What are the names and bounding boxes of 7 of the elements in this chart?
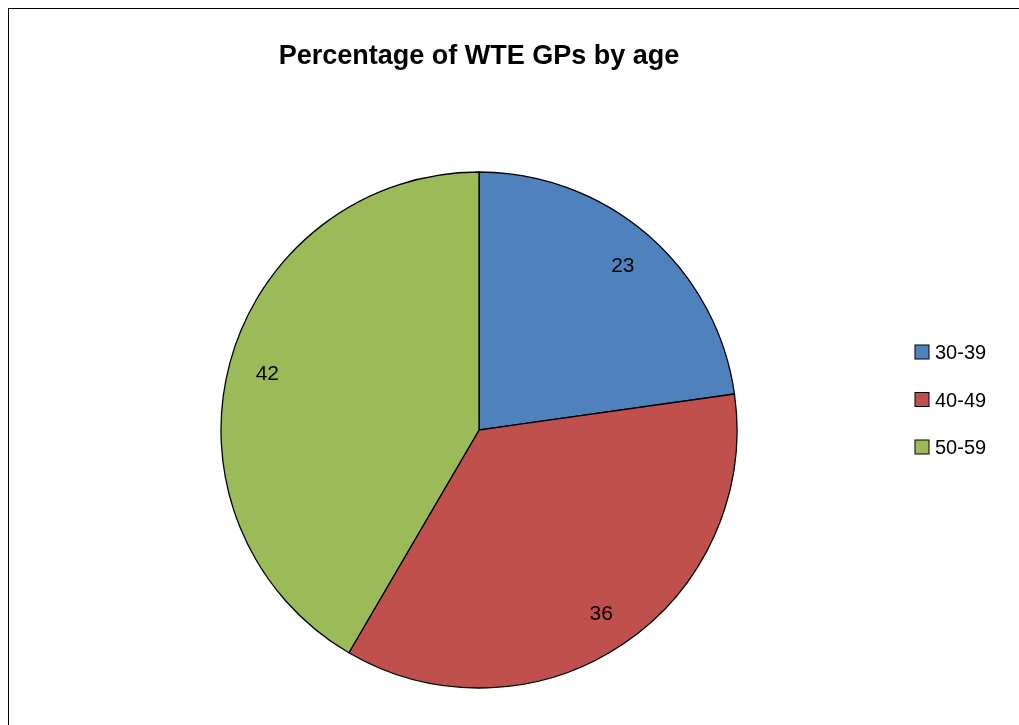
legend-label: 30-39	[935, 341, 987, 363]
data-label: 42	[255, 361, 279, 385]
data-label: 36	[589, 600, 613, 624]
legend-label: 50-59	[935, 436, 987, 458]
legend-label: 40-49	[935, 388, 987, 411]
data-label: 23	[611, 252, 635, 276]
chart-title: Percentage of WTE GPs by age	[278, 40, 680, 70]
